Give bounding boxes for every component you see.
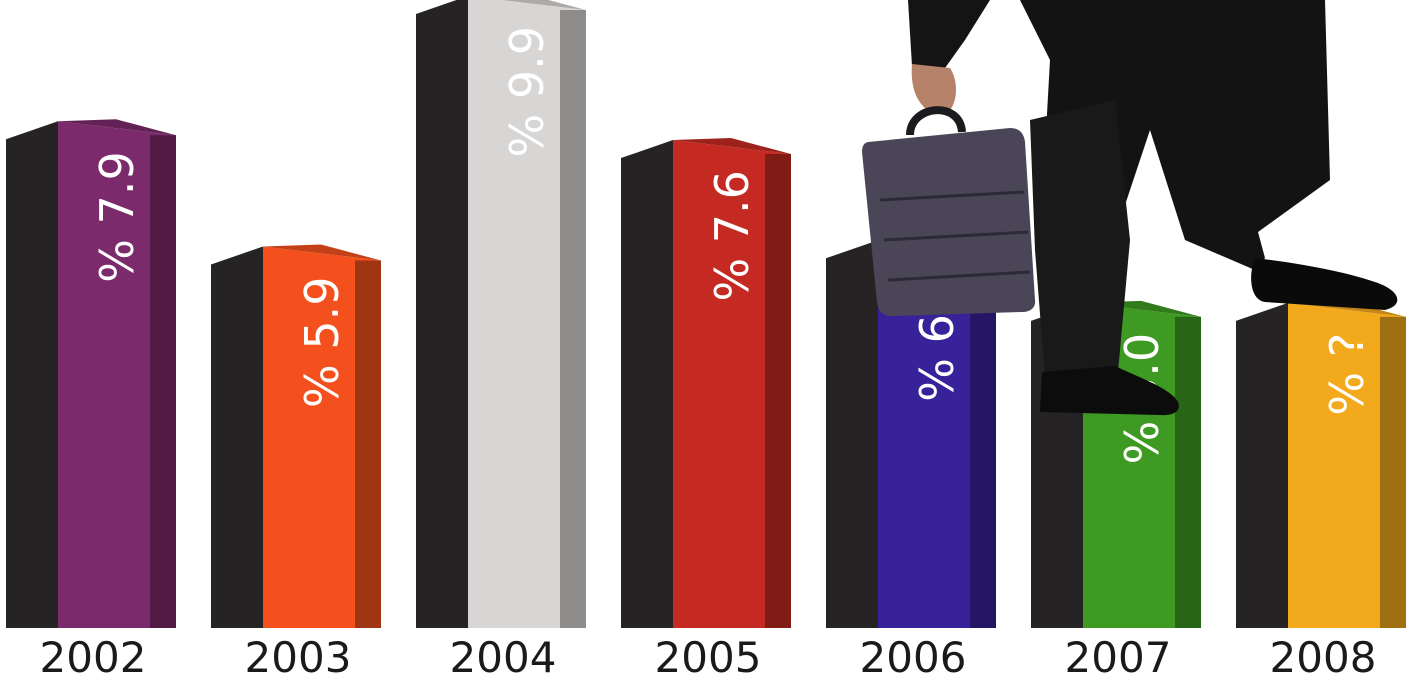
businessman-hand — [911, 64, 956, 112]
bar-cap-2002 — [58, 119, 176, 136]
bar-2006 — [878, 240, 996, 628]
bar-2002 — [58, 121, 176, 628]
businessman-sleeve — [908, 0, 990, 68]
data-label-2008: % ? — [1320, 333, 1374, 416]
bar-group-2003: % 5.9 2003 — [211, 244, 381, 681]
bar-cap-2005 — [673, 138, 791, 155]
businessman-illustration — [862, 0, 1398, 416]
bar-dark-face-2008 — [1236, 302, 1288, 628]
businessman-right-shoe — [1251, 258, 1398, 310]
bar-dark-face-2006 — [826, 240, 878, 628]
bar-side-2008 — [1380, 316, 1406, 628]
x-tick-label-2005: 2005 — [655, 633, 762, 681]
bar-side-2006 — [970, 254, 996, 628]
bar-side-2002 — [150, 135, 176, 629]
bar-2003 — [263, 246, 381, 628]
data-label-2002: % 7.9 — [90, 151, 144, 282]
data-label-2004: % 9.9 — [500, 26, 554, 158]
bar-side-2003 — [355, 260, 381, 628]
bar-2005 — [673, 140, 791, 628]
bar-side-2004 — [560, 10, 586, 628]
x-tick-label-2003: 2003 — [245, 633, 352, 681]
bar-group-2002: % 7.9 2002 — [6, 119, 176, 681]
briefcase-ridge — [879, 190, 1031, 282]
x-tick-label-2007: 2007 — [1065, 633, 1172, 681]
x-tick-label-2006: 2006 — [860, 633, 967, 681]
bar-group-2004: % 9.9 2004 — [416, 0, 586, 681]
x-tick-label-2002: 2002 — [40, 633, 147, 681]
briefcase-handle — [906, 106, 966, 136]
bar-2008 — [1288, 302, 1406, 628]
businessman-left-leg — [1030, 100, 1130, 378]
bar-dark-face-2005 — [621, 140, 673, 628]
briefcase — [862, 128, 1036, 316]
bar-dark-face-2004 — [416, 0, 468, 628]
bar-group-2008: % ? 2008 — [1236, 300, 1406, 681]
bar-group-2005: % 7.6 2005 — [621, 138, 791, 681]
data-label-2005: % 7.6 — [705, 170, 759, 302]
bar-cap-2004 — [501, 0, 586, 10]
bar-dark-face-2002 — [6, 121, 58, 628]
data-label-2003: % 5.9 — [295, 277, 349, 409]
x-tick-label-2008: 2008 — [1270, 633, 1377, 681]
x-tick-label-2004: 2004 — [450, 633, 557, 681]
bar-side-2007 — [1175, 316, 1201, 628]
bar-2004 — [468, 0, 586, 628]
bar-dark-face-2003 — [211, 246, 263, 628]
bar-side-2005 — [765, 154, 791, 628]
businessman-left-shoe — [1040, 366, 1179, 416]
bar-cap-2003 — [263, 244, 381, 261]
